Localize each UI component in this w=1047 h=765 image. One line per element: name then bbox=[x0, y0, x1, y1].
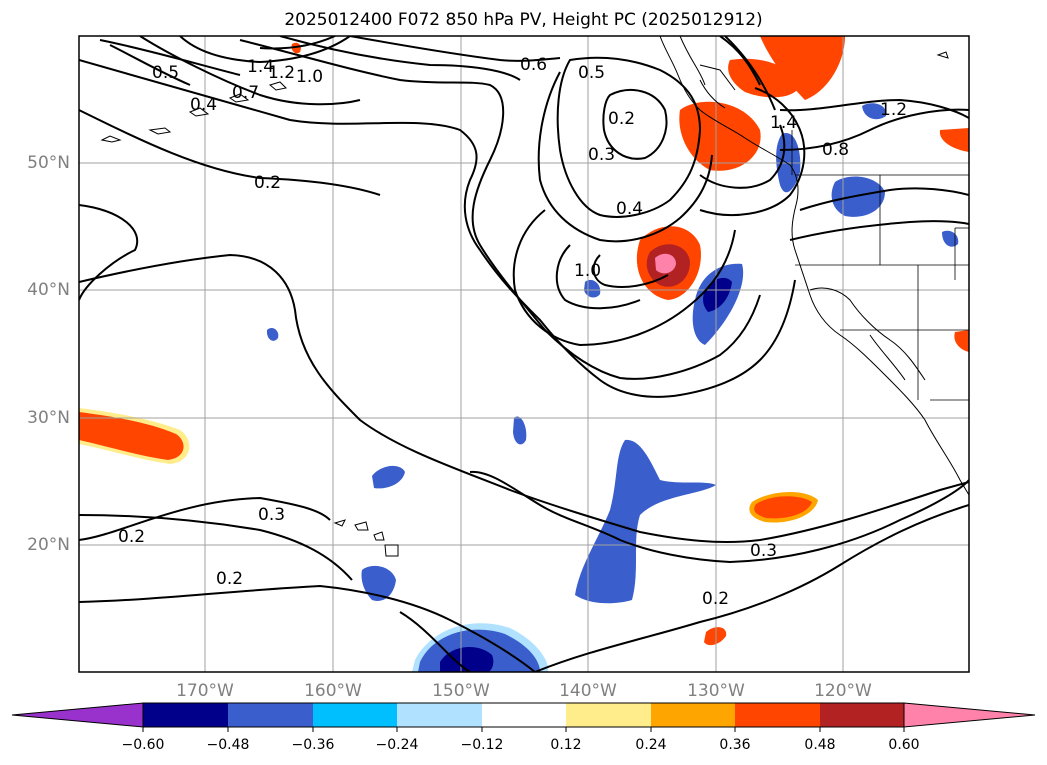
coastline bbox=[100, 36, 969, 557]
negative-anomaly-ne bbox=[831, 176, 885, 217]
contour-label: 0.3 bbox=[258, 505, 285, 525]
contour-label: 1.2 bbox=[268, 63, 295, 83]
latitude-label: 40°N bbox=[27, 280, 70, 300]
latitude-label: 30°N bbox=[27, 408, 70, 428]
negative-anomaly-central bbox=[575, 439, 716, 604]
longitude-label: 130°W bbox=[687, 681, 745, 701]
longitude-label: 140°W bbox=[559, 681, 617, 701]
colorbar-tick-label: −0.24 bbox=[375, 737, 419, 753]
contour-label: 0.2 bbox=[702, 589, 729, 609]
contour-label: 0.7 bbox=[232, 83, 259, 103]
colorbar-tick-label: −0.12 bbox=[460, 737, 504, 753]
colorbar-tick-label: 0.60 bbox=[888, 737, 920, 753]
positive-anomaly-west-core bbox=[79, 412, 184, 460]
longitude-label: 150°W bbox=[432, 681, 490, 701]
colorbar-segment bbox=[482, 703, 566, 727]
contour-label: 0.4 bbox=[616, 199, 643, 219]
map-frame bbox=[78, 35, 970, 673]
positive-anomaly-east bbox=[939, 128, 969, 152]
contour-label: 1.0 bbox=[296, 67, 323, 87]
colorbar-tick-label: 0.12 bbox=[550, 737, 582, 753]
negative-anomaly-south-core bbox=[440, 646, 494, 672]
positive-anomaly-east-coast bbox=[954, 330, 969, 352]
contour-label: 1.4 bbox=[247, 57, 274, 77]
contour-label: 1.0 bbox=[574, 261, 601, 281]
contour-label: 0.4 bbox=[190, 95, 217, 115]
height-contours bbox=[79, 36, 969, 672]
longitude-label: 160°W bbox=[304, 681, 362, 701]
longitude-label: 120°W bbox=[814, 681, 872, 701]
colorbar-segment bbox=[143, 703, 228, 727]
contour-label: 0.3 bbox=[750, 541, 777, 561]
pv-fill-regions bbox=[79, 36, 969, 672]
negative-anomaly-hi bbox=[361, 565, 396, 601]
colorbar-tick-label: −0.60 bbox=[121, 737, 165, 753]
contour-label: 0.2 bbox=[608, 109, 635, 129]
positive-anomaly-subtropic-core bbox=[754, 496, 812, 519]
latitude-label: 50°N bbox=[27, 153, 70, 173]
contour-label: 1.4 bbox=[770, 113, 797, 133]
contour-label: 0.6 bbox=[520, 55, 547, 75]
contour-label: 0.8 bbox=[822, 140, 849, 160]
contour-label: 1.2 bbox=[880, 100, 907, 120]
contour-label: 0.2 bbox=[118, 527, 145, 547]
negative-anomaly-small-5 bbox=[942, 230, 959, 247]
colorbar-segment bbox=[820, 703, 904, 727]
positive-anomaly-northeast bbox=[760, 36, 845, 100]
colorbar-tick-label: −0.36 bbox=[291, 737, 335, 753]
colorbar-segment bbox=[228, 703, 313, 727]
negative-anomaly-hi-west bbox=[372, 465, 405, 489]
positive-anomaly-small-south bbox=[704, 627, 727, 646]
colorbar-extend-high bbox=[903, 702, 1036, 728]
colorbar-tick-label: 0.48 bbox=[804, 737, 836, 753]
contour-label: 0.3 bbox=[588, 145, 615, 165]
colorbar-tick-label: 0.36 bbox=[719, 737, 751, 753]
contour-label: 0.2 bbox=[254, 173, 281, 193]
negative-anomaly-small-2 bbox=[584, 279, 601, 298]
contour-label-group: 1.4 1.2 1.0 0.5 0.7 0.4 0.6 0.5 0.2 0.3 … bbox=[118, 55, 907, 609]
political-borders bbox=[791, 130, 969, 401]
colorbar-tick-label: 0.24 bbox=[635, 737, 667, 753]
longitude-label: 170°W bbox=[176, 681, 234, 701]
negative-anomaly-small-3 bbox=[266, 327, 279, 341]
colorbar-ticks bbox=[142, 727, 905, 732]
colorbar-frame bbox=[142, 702, 905, 728]
colorbar-segment bbox=[735, 703, 820, 727]
colorbar-segment bbox=[651, 703, 735, 727]
colorbar-segment bbox=[566, 703, 651, 727]
positive-anomaly-gulf-peak bbox=[655, 253, 676, 274]
map-title: 2025012400 F072 850 hPa PV, Height PC (2… bbox=[284, 10, 763, 30]
positive-anomaly-coast bbox=[679, 101, 761, 171]
contour-label: 0.5 bbox=[578, 63, 605, 83]
colorbar-segment bbox=[397, 703, 482, 727]
positive-anomaly-small-nw bbox=[291, 42, 301, 54]
contour-label: 0.5 bbox=[152, 63, 179, 83]
colorbar bbox=[11, 702, 1036, 732]
colorbar-extend-low bbox=[11, 702, 144, 728]
graticule bbox=[79, 36, 969, 672]
negative-anomaly-small-1 bbox=[513, 416, 527, 445]
contour-label: 0.2 bbox=[216, 569, 243, 589]
colorbar-segment bbox=[313, 703, 397, 727]
latitude-label: 20°N bbox=[27, 535, 70, 555]
colorbar-tick-label: −0.48 bbox=[206, 737, 250, 753]
negative-anomaly-small-4 bbox=[862, 103, 887, 120]
